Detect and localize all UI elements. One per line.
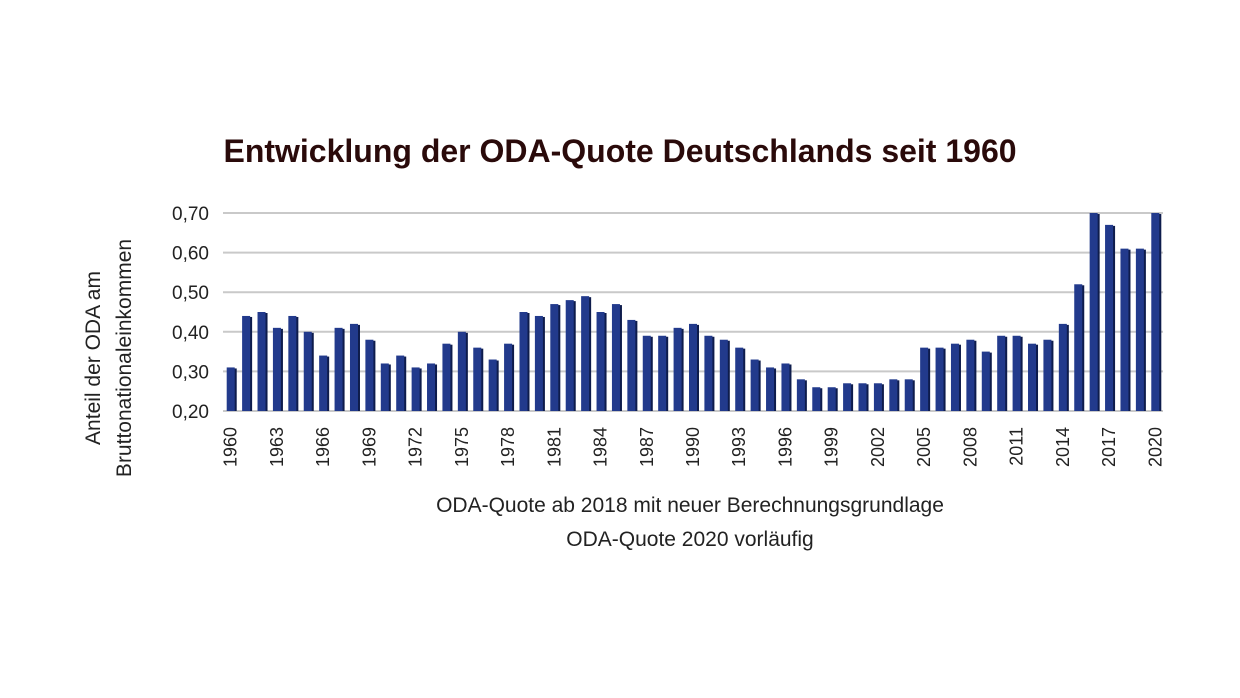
x-tick-label: 1960 [221, 427, 241, 467]
bar-1966 [319, 355, 328, 411]
x-tick-label: 2020 [1145, 427, 1165, 467]
x-tick-label: 1969 [359, 427, 379, 467]
bar-2013 [1043, 339, 1052, 411]
bar-1984 [596, 312, 605, 411]
bar-1980 [534, 315, 543, 411]
bar-2019 [1135, 248, 1144, 411]
bar-1995 [766, 367, 775, 411]
bar-2020 [1151, 213, 1160, 411]
x-tick-label: 2014 [1053, 427, 1073, 467]
chart-title: Entwicklung der ODA-Quote Deutschlands s… [223, 133, 1016, 169]
y-tick-label: 0,20 [172, 402, 209, 423]
bar-1960 [226, 367, 235, 411]
x-tick-label: 1963 [267, 427, 287, 467]
bar-1969 [365, 339, 374, 411]
bar-1994 [750, 359, 759, 411]
bar-1967 [334, 327, 343, 411]
bar-2006 [935, 347, 944, 411]
bar-1988 [658, 335, 667, 411]
bar-1971 [396, 355, 405, 411]
x-tick-label: 1966 [313, 427, 333, 467]
bar-1961 [242, 315, 251, 411]
bar-1993 [735, 347, 744, 411]
bar-1979 [519, 312, 528, 411]
bar-2010 [997, 335, 1006, 411]
bar-2000 [843, 383, 852, 411]
bar-1977 [488, 359, 497, 411]
bar-2008 [966, 339, 975, 411]
x-axis-label: ODA-Quote ab 2018 mit neuer Berechnungsg… [436, 494, 944, 551]
x-tick-label: 1996 [775, 427, 795, 467]
bar-1963 [272, 327, 281, 411]
bar-1976 [473, 347, 482, 411]
bar-1965 [303, 331, 312, 411]
bar-2014 [1058, 323, 1067, 411]
x-tick-label: 1975 [452, 427, 472, 467]
bar-1972 [411, 367, 420, 411]
bar-1968 [349, 323, 358, 411]
bar-2001 [858, 383, 867, 411]
bar-1991 [704, 335, 713, 411]
bar-2005 [920, 347, 929, 411]
bar-1973 [427, 363, 436, 411]
x-axis-ticks: 1960 1963 1966 1969 1972 1975 1978 1981 1984 1987… [221, 427, 1166, 467]
bar-1990 [688, 323, 698, 411]
bar-1996 [781, 363, 790, 411]
bar-1974 [442, 343, 451, 411]
bar-1999 [827, 387, 836, 411]
bar-2018 [1120, 248, 1129, 411]
bar-1964 [288, 315, 297, 411]
y-tick-label: 0,30 [172, 362, 209, 383]
bar-1982 [565, 300, 574, 411]
bar-2016 [1089, 213, 1098, 411]
y-tick-label: 0,60 [172, 244, 209, 265]
y-tick-label: 0,40 [172, 323, 209, 344]
x-tick-label: 2008 [960, 427, 980, 467]
bar-1962 [257, 312, 266, 411]
bar-1997 [796, 379, 805, 411]
bar-1985 [611, 304, 620, 411]
bar-1983 [581, 296, 590, 411]
bar-1987 [642, 335, 651, 411]
bar-2004 [904, 379, 913, 411]
y-tick-label: 0,50 [172, 283, 209, 304]
x-tick-label: 2017 [1099, 427, 1119, 467]
bar-2017 [1105, 224, 1114, 411]
bar-1970 [380, 363, 389, 411]
bar-2009 [981, 351, 990, 411]
y-tick-label: 0,70 [172, 204, 209, 225]
bar-2007 [950, 343, 959, 411]
bar-1998 [812, 387, 821, 411]
y-axis-label-line-2: Bruttonationaleinkommen [113, 239, 136, 477]
bar-1989 [673, 327, 682, 411]
y-axis-label: Anteil der ODA am Bruttonationaleinkomme… [82, 239, 136, 477]
bar-1978 [504, 343, 513, 411]
bar-2012 [1028, 343, 1037, 411]
bar-2002 [873, 383, 882, 411]
x-tick-label: 1990 [683, 427, 703, 467]
bar-1975 [457, 331, 466, 411]
x-tick-label: 1981 [544, 427, 564, 467]
x-axis-label-line-2: ODA-Quote 2020 vorläufig [566, 528, 813, 551]
x-axis-label-line-1: ODA-Quote ab 2018 mit neuer Berechnungsg… [436, 494, 944, 517]
x-tick-label: 1999 [822, 427, 842, 467]
x-tick-label: 1984 [591, 427, 611, 467]
x-tick-label: 1972 [406, 427, 426, 467]
bar-2011 [1012, 335, 1021, 411]
y-axis-label-line-1: Anteil der ODA am [82, 271, 105, 445]
y-axis-ticks: 0,20 0,30 0,40 0,50 0,60 0,70 [172, 204, 209, 423]
bar-1981 [550, 304, 559, 411]
bar-2003 [889, 379, 898, 411]
x-tick-label: 1987 [637, 427, 657, 467]
x-tick-label: 2002 [868, 427, 888, 467]
bar-2015 [1074, 284, 1083, 411]
x-tick-label: 1978 [498, 427, 518, 467]
bar-1992 [719, 339, 728, 411]
bar-1986 [627, 319, 636, 411]
x-tick-label: 2005 [914, 427, 934, 467]
x-tick-label: 2011 [1007, 427, 1027, 466]
bars [226, 213, 1162, 411]
x-tick-label: 1993 [729, 427, 749, 467]
